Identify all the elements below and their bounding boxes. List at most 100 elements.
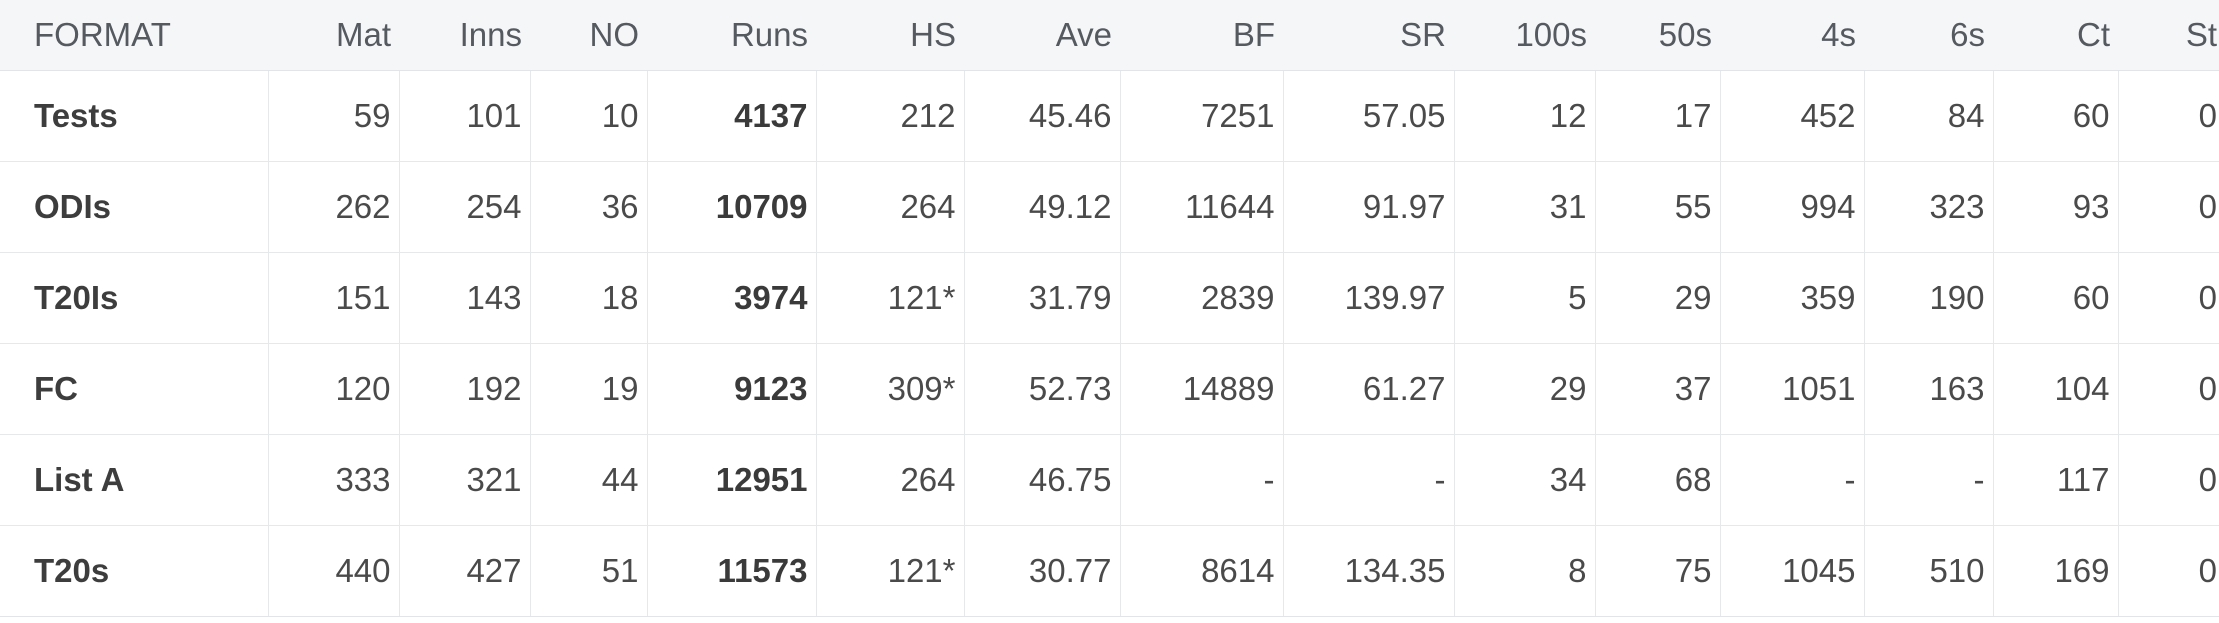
cell-sr: 61.27	[1282, 343, 1454, 435]
table-row: T20s 440 427 51 11573 121* 30.77 8614 134.35 8 75 1…	[0, 525, 2219, 617]
header-4s[interactable]: 4s	[1720, 0, 1864, 71]
cell-no: 18	[529, 252, 647, 344]
cell-st: 0	[2117, 252, 2219, 344]
table-row: FC 120 192 19 9123 309* 52.73 14889 61.27 29 37 105…	[0, 343, 2219, 435]
cell-50s: 68	[1594, 434, 1720, 526]
cell-ave: 52.73	[963, 343, 1120, 435]
table-row: ODIs 262 254 36 10709 264 49.12 11644 91.97 31 55 9…	[0, 161, 2219, 253]
cell-50s: 29	[1594, 252, 1720, 344]
cell-bf: -	[1119, 434, 1283, 526]
cell-format: FC	[0, 343, 268, 435]
cell-runs: 4137	[646, 70, 816, 162]
cell-hs: 121*	[815, 252, 964, 344]
cell-hs: 309*	[815, 343, 964, 435]
cell-sr: 139.97	[1282, 252, 1454, 344]
cell-ct: 93	[1992, 161, 2118, 253]
header-ave[interactable]: Ave	[964, 0, 1120, 71]
cell-ave: 46.75	[963, 434, 1120, 526]
cell-st: 0	[2117, 525, 2219, 617]
header-hs[interactable]: HS	[816, 0, 964, 71]
cell-no: 36	[529, 161, 647, 253]
cell-4s: 359	[1719, 252, 1864, 344]
cell-6s: 163	[1863, 343, 1993, 435]
cell-bf: 7251	[1119, 70, 1283, 162]
cell-4s: 1051	[1719, 343, 1864, 435]
cell-ave: 30.77	[963, 525, 1120, 617]
header-mat[interactable]: Mat	[268, 0, 399, 71]
cell-bf: 8614	[1119, 525, 1283, 617]
cell-100s: 5	[1453, 252, 1595, 344]
cell-inns: 321	[398, 434, 530, 526]
cell-runs: 10709	[646, 161, 816, 253]
cell-format: Tests	[0, 70, 268, 162]
cell-ct: 104	[1992, 343, 2118, 435]
cell-100s: 34	[1453, 434, 1595, 526]
header-6s[interactable]: 6s	[1864, 0, 1993, 71]
header-format[interactable]: FORMAT	[0, 0, 268, 71]
header-inns[interactable]: Inns	[399, 0, 530, 71]
header-sr[interactable]: SR	[1283, 0, 1454, 71]
header-100s[interactable]: 100s	[1454, 0, 1595, 71]
cell-sr: 91.97	[1282, 161, 1454, 253]
cell-50s: 37	[1594, 343, 1720, 435]
cell-6s: 510	[1863, 525, 1993, 617]
table-header: FORMAT Mat Inns NO Runs HS Ave BF SR 100…	[0, 0, 2219, 71]
cell-format: T20Is	[0, 252, 268, 344]
cell-6s: 190	[1863, 252, 1993, 344]
cell-format: ODIs	[0, 161, 268, 253]
table-row: T20Is 151 143 18 3974 121* 31.79 2839 139.97 5 29 3…	[0, 252, 2219, 344]
cell-mat: 151	[267, 252, 399, 344]
cell-sr: -	[1282, 434, 1454, 526]
cell-ct: 169	[1992, 525, 2118, 617]
cell-inns: 192	[398, 343, 530, 435]
cell-mat: 440	[267, 525, 399, 617]
header-50s[interactable]: 50s	[1595, 0, 1720, 71]
header-bf[interactable]: BF	[1120, 0, 1283, 71]
cell-bf: 2839	[1119, 252, 1283, 344]
header-runs[interactable]: Runs	[647, 0, 816, 71]
cell-mat: 59	[267, 70, 399, 162]
table-row: List A 333 321 44 12951 264 46.75- -34 68- -117 0	[0, 434, 2219, 526]
cell-sr: 57.05	[1282, 70, 1454, 162]
cell-mat: 262	[267, 161, 399, 253]
table-row: Tests 59 101 10 4137 212 45.46 7251 57.05 12 17 452…	[0, 70, 2219, 162]
cell-no: 10	[529, 70, 647, 162]
cell-st: 0	[2117, 70, 2219, 162]
cell-inns: 254	[398, 161, 530, 253]
cell-sr: 134.35	[1282, 525, 1454, 617]
cell-bf: 14889	[1119, 343, 1283, 435]
cell-no: 44	[529, 434, 647, 526]
cell-ct: 60	[1992, 252, 2118, 344]
cell-inns: 101	[398, 70, 530, 162]
cell-100s: 29	[1453, 343, 1595, 435]
cell-st: 0	[2117, 161, 2219, 253]
cell-ave: 49.12	[963, 161, 1120, 253]
cell-ave: 31.79	[963, 252, 1120, 344]
cell-hs: 212	[815, 70, 964, 162]
cell-format: List A	[0, 434, 268, 526]
cell-hs: 264	[815, 161, 964, 253]
header-st[interactable]: St	[2118, 0, 2219, 71]
cell-runs: 3974	[646, 252, 816, 344]
cell-50s: 75	[1594, 525, 1720, 617]
cell-6s: 84	[1863, 70, 1993, 162]
cell-mat: 120	[267, 343, 399, 435]
table-body: Tests 59 101 10 4137 212 45.46 7251 57.05 12 17 452…	[0, 70, 2219, 617]
cell-format: T20s	[0, 525, 268, 617]
cell-runs: 11573	[646, 525, 816, 617]
cell-inns: 143	[398, 252, 530, 344]
cell-st: 0	[2117, 343, 2219, 435]
cell-100s: 12	[1453, 70, 1595, 162]
header-no[interactable]: NO	[530, 0, 647, 71]
cell-no: 51	[529, 525, 647, 617]
cell-hs: 264	[815, 434, 964, 526]
header-ct[interactable]: Ct	[1993, 0, 2118, 71]
cell-6s: 323	[1863, 161, 1993, 253]
cell-4s: 452	[1719, 70, 1864, 162]
cell-ct: 60	[1992, 70, 2118, 162]
cell-ct: 117	[1992, 434, 2118, 526]
cell-mat: 333	[267, 434, 399, 526]
cell-50s: 55	[1594, 161, 1720, 253]
